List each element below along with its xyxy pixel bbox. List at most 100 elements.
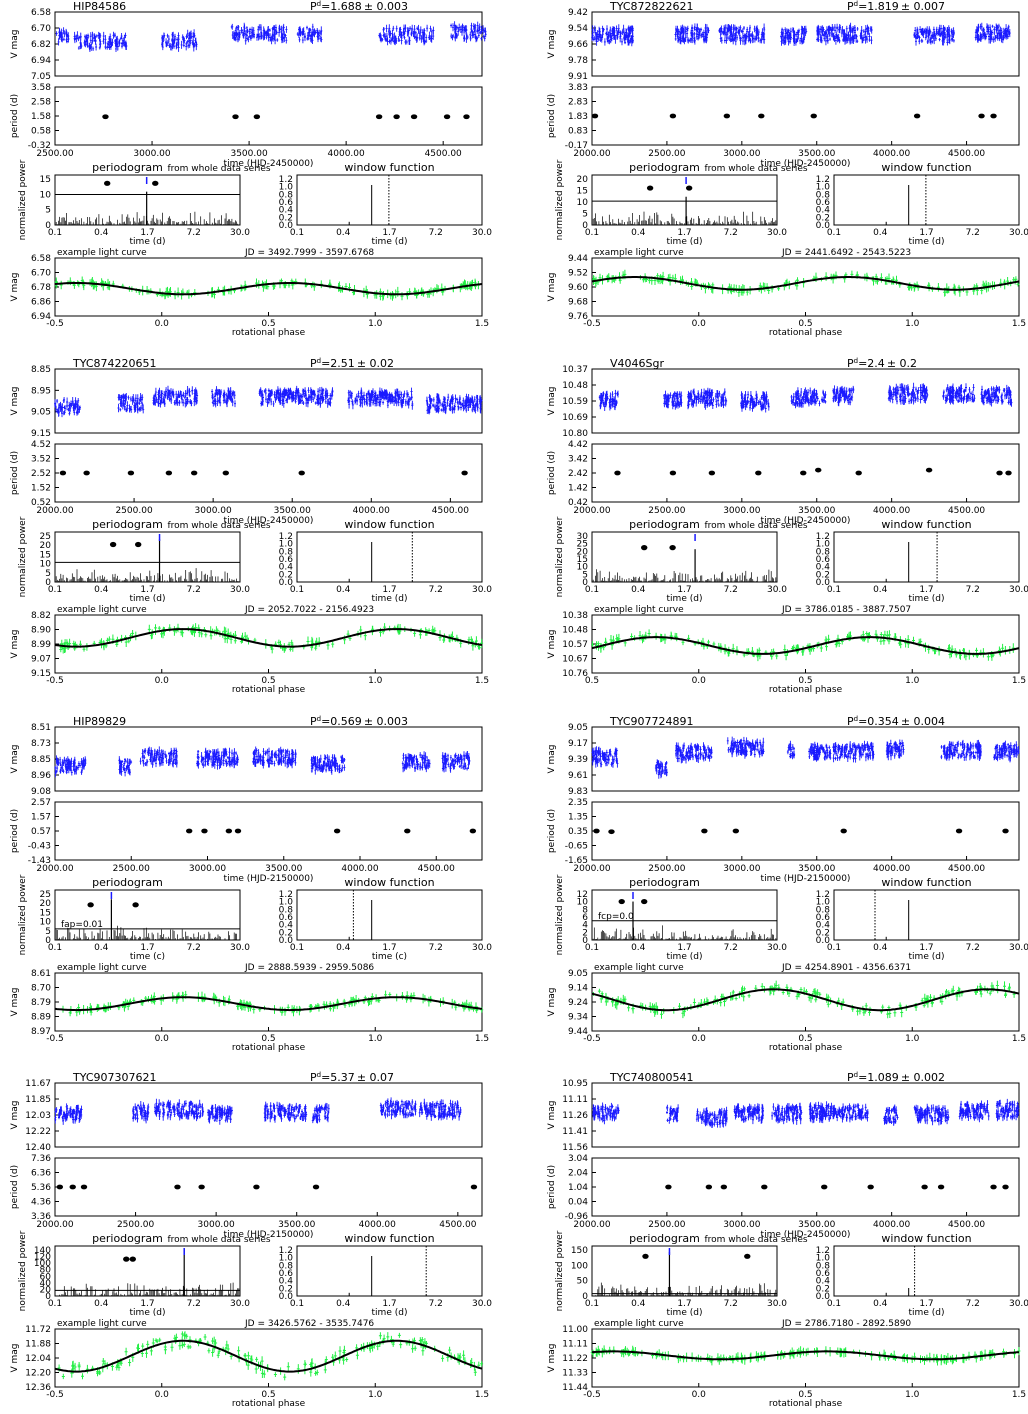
window-ytick: 0.4 [279, 1277, 294, 1287]
period-point [614, 470, 621, 476]
periodogram-xtick: 1.7 [140, 228, 154, 238]
periods-xtick: 2500.00 [117, 1220, 154, 1230]
periods-ytick: 0.04 [568, 1198, 588, 1208]
periodogram-note: from whole data series [705, 1235, 808, 1245]
lightcurve-ytick: 9.34 [568, 1013, 588, 1023]
periodogram-ytick: 15 [40, 908, 51, 918]
lightcurve-jd: JD = 2441.6492 - 2543.5223 [781, 248, 911, 258]
periodogram-ytick: 140 [34, 1246, 51, 1256]
periodogram-ytick: 5 [582, 210, 588, 220]
period-value: =1.089 [858, 1071, 899, 1084]
lightcurve-ytick: 6.58 [31, 254, 51, 264]
periodogram-xtick: 30.0 [767, 943, 787, 953]
timeseries-ytick: 12.22 [25, 1127, 51, 1137]
timeseries-ytick: 12.40 [25, 1143, 51, 1153]
lightcurve-ytick: 12.20 [25, 1369, 51, 1379]
lightcurve-frame [54, 1328, 483, 1388]
lightcurve-jd: JD = 3492.7999 - 3597.6768 [244, 248, 374, 258]
period-symbol: P [310, 715, 317, 728]
period-error: ± 0.007 [901, 0, 945, 13]
period-error: ± 0.003 [364, 0, 408, 13]
periodogram-ylabel: normalized power [555, 1230, 565, 1311]
periodogram-xtick: 1.7 [140, 585, 154, 595]
periods-ytick: -1.65 [565, 856, 588, 866]
window-ytick: 0.6 [816, 555, 831, 565]
timeseries-ytick: 8.85 [31, 755, 51, 765]
periods-ytick: -1.43 [28, 856, 51, 866]
timeseries-season [211, 386, 236, 408]
periods-ytick: 1.35 [568, 813, 588, 823]
timeseries-ytick: 9.42 [568, 8, 588, 18]
period-superscript: d [317, 1071, 321, 1079]
periodogram-title: periodogram [629, 161, 700, 174]
period-point [990, 113, 997, 119]
timeseries-ytick: 6.58 [31, 8, 51, 18]
window-xtick: 7.2 [966, 1299, 980, 1309]
lightcurve-xtick: 1.5 [475, 1390, 489, 1400]
periodogram-xtick: 0.4 [94, 228, 109, 238]
periodogram-ytick: 0 [582, 1292, 588, 1302]
periods-xlabel: time (HJD-2150000) [224, 1230, 314, 1240]
period-point [225, 828, 233, 834]
periodogram-xtick: 0.1 [585, 585, 599, 595]
periods-xtick: 4500.00 [439, 1220, 476, 1230]
periodogram-ytick: 5 [45, 206, 51, 216]
periods-frame [54, 443, 483, 503]
lightcurve-xlabel: rotational phase [769, 685, 843, 695]
timeseries-season [54, 1103, 83, 1125]
timeseries-ytick: 9.83 [568, 787, 588, 797]
period-point [821, 1184, 828, 1190]
periodogram-alias-marker [641, 545, 648, 551]
periodogram-xlabel: time (d) [667, 1308, 703, 1318]
lightcurve-ytick: 10.48 [562, 626, 588, 636]
lightcurve-xtick: 1.0 [368, 319, 383, 329]
period-point [608, 829, 615, 835]
lightcurve-jd: JD = 4254.8901 - 4356.6371 [781, 963, 911, 973]
lightcurve-xlabel: rotational phase [232, 328, 306, 338]
periodogram-ytick: 20 [40, 899, 52, 909]
star-panel-TYC874220651: TYC874220651 Pd=2.51 ± 0.02 8.85 8.95 9.05 9.1… [10, 357, 492, 695]
periods-xtick: 2000.00 [573, 1220, 610, 1230]
lightcurve-ytick: 11.00 [562, 1325, 588, 1335]
lightcurve-xtick: 1.0 [368, 1034, 383, 1044]
timeseries-ylabel: V mag [547, 1100, 557, 1129]
timeseries-season [139, 746, 178, 768]
window-ytick: 1.2 [816, 890, 830, 900]
periodogram-note: from whole data series [168, 1235, 271, 1245]
periodogram-xtick: 30.0 [767, 585, 787, 595]
window-ytick: 1.0 [816, 898, 831, 908]
window-xtick: 0.4 [336, 585, 351, 595]
periodogram-ytick: 20 [577, 175, 589, 185]
lightcurve-ytick: 9.44 [568, 1027, 588, 1037]
window-ytick: 0.0 [816, 221, 831, 231]
periodogram-ytick: 20 [577, 547, 589, 557]
lightcurve-ylabel: V mag [547, 272, 557, 301]
star-name: TYC872822621 [609, 0, 694, 13]
periods-xtick: 4000.00 [341, 864, 378, 874]
periodogram-ytick: 0 [45, 1292, 51, 1302]
window-xlabel: time (d) [372, 594, 408, 604]
window-xtick: 0.4 [336, 1299, 351, 1309]
timeseries-ytick: 11.56 [562, 1143, 588, 1153]
periodogram-xlabel: time (d) [130, 237, 166, 247]
periods-xtick: 2000.00 [36, 864, 73, 874]
timeseries-season [958, 1100, 990, 1123]
lightcurve-xtick: 0.5 [261, 319, 275, 329]
star-name: TYC740800541 [609, 1071, 694, 1084]
lightcurve-ytick: 8.79 [31, 998, 51, 1008]
timeseries-ytick: 6.94 [31, 56, 51, 66]
periodogram-xlabel: time (d) [130, 594, 166, 604]
period-point [198, 1184, 205, 1190]
periods-ytick: 0.57 [31, 827, 51, 837]
periodogram-ylabel: normalized power [18, 1230, 28, 1311]
timeseries-season [55, 27, 70, 46]
periods-ytick: 2.57 [31, 798, 51, 808]
window-ytick: 0.4 [816, 1277, 831, 1287]
periods-ytick: 3.58 [31, 83, 51, 93]
window-xtick: 0.1 [827, 228, 841, 238]
periodogram-ylabel: normalized power [555, 874, 565, 955]
lightcurve-ytick: 9.60 [568, 283, 588, 293]
star-panel-HIP84586: HIP84586 Pd=1.688 ± 0.003 6.58 6.70 6.82 6.94 7… [10, 0, 492, 338]
periodogram-alias-marker [669, 545, 676, 551]
period-point [190, 470, 198, 476]
